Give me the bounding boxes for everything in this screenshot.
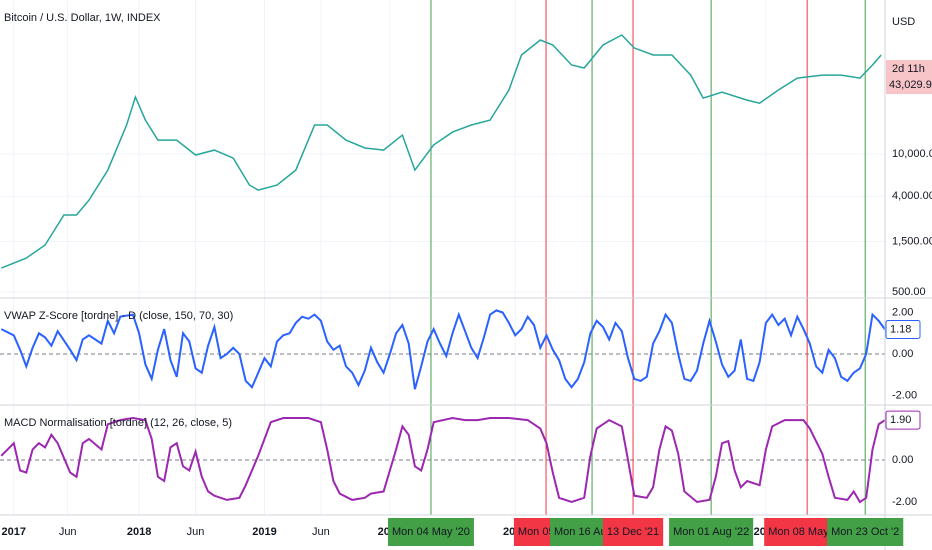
- last-value: 1.18: [890, 323, 911, 335]
- signal-text: Mon 08 May '23: [768, 526, 846, 538]
- y-tick-label: 500.00: [892, 286, 926, 298]
- y-tick-label: 2.00: [892, 306, 913, 318]
- y-tick-label: 0.00: [892, 348, 913, 360]
- signal-label: Mon 01 Aug '22: [669, 518, 754, 546]
- series-line: [1, 34, 882, 269]
- signal-lines: [430, 0, 866, 515]
- y-tick-label: -2.00: [892, 496, 917, 508]
- series-line: [0, 309, 886, 390]
- y-tick-label: -2.00: [892, 389, 917, 401]
- pane-title: VWAP Z-Score [tordne] · D (close, 150, 7…: [4, 310, 233, 322]
- last-value: 1.90: [890, 414, 911, 426]
- x-tick-label: 2019: [252, 526, 276, 538]
- y-tick-label: 10,000.00: [892, 148, 932, 160]
- signal-label: Mon 23 Oct '2: [827, 518, 904, 546]
- y-tick-label: 1,500.00: [892, 235, 932, 247]
- series-line: [0, 416, 886, 504]
- pane-title: Bitcoin / U.S. Dollar, 1W, INDEX: [4, 12, 161, 24]
- series: [0, 34, 886, 504]
- pane-title: MACD Normalisation [tordne] (12, 26, clo…: [4, 417, 232, 429]
- x-tick-label: Jun: [187, 526, 205, 538]
- x-tick-label: Jun: [312, 526, 330, 538]
- x-tick-label: 2018: [127, 526, 151, 538]
- last-value-tag: [885, 410, 921, 430]
- signal-label: 13 Dec '21: [602, 518, 664, 546]
- signal-label: Mon 04 May '20: [388, 518, 474, 546]
- last-value-tag: [885, 320, 921, 340]
- signal-text: Mon 23 Oct '2: [831, 526, 899, 538]
- last-price-tag: [886, 60, 932, 94]
- signal-text: 13 Dec '21: [607, 526, 659, 538]
- grid: [0, 0, 885, 515]
- y-tick-label: 0.00: [892, 454, 913, 466]
- signal-box: [602, 518, 664, 546]
- y-tick-label: 4,000.00: [892, 190, 932, 202]
- signal-text: Mon 01 Aug '22: [673, 526, 749, 538]
- x-tick-label: Jun: [59, 526, 77, 538]
- countdown: 2d 11h: [892, 63, 925, 75]
- x-tick-label: 2017: [2, 526, 26, 538]
- signal-box: [669, 518, 754, 546]
- signal-box: [388, 518, 474, 546]
- layers: [0, 0, 886, 515]
- last-price: 43,029.98: [889, 79, 932, 91]
- signal-box: [827, 518, 904, 546]
- currency[interactable]: USD: [892, 16, 915, 28]
- signal-text: Mon 04 May '20: [392, 526, 470, 538]
